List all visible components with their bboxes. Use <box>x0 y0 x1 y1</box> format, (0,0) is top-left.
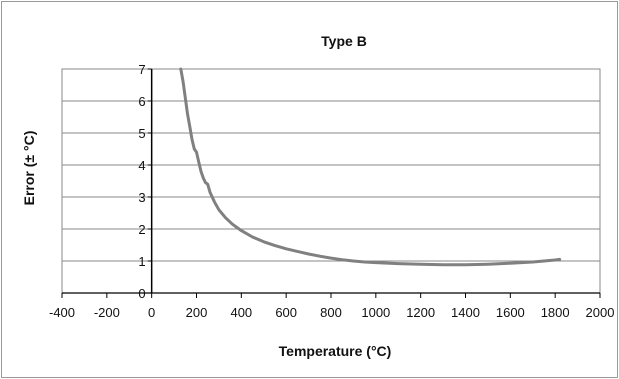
x-tick-label-11: 1800 <box>541 305 570 320</box>
x-tick-label-4: 400 <box>230 305 252 320</box>
y-tick-label-6: 6 <box>138 94 145 109</box>
x-tick-label-6: 800 <box>320 305 342 320</box>
x-tick-label-5: 600 <box>275 305 297 320</box>
y-tick-label-1: 1 <box>138 254 145 269</box>
y-tick-label-4: 4 <box>138 158 145 173</box>
x-tick-label-8: 1200 <box>406 305 435 320</box>
y-tick-label-5: 5 <box>138 126 145 141</box>
x-tick-label-3: 200 <box>186 305 208 320</box>
chart-title: Type B <box>321 33 367 49</box>
series-layer <box>179 67 562 267</box>
series-line-0 <box>179 67 562 267</box>
x-tick-label-10: 1600 <box>496 305 525 320</box>
x-axis: -400 -200 0 200 400 600 800 1000 1200 1400 1600 180… <box>49 292 615 320</box>
x-axis-label: Temperature (°C) <box>279 343 392 359</box>
x-tick-label-1: -200 <box>94 305 120 320</box>
y-tick-label-7: 7 <box>138 62 145 77</box>
x-tick-label-9: 1400 <box>451 305 480 320</box>
x-tick-label-2: 0 <box>148 305 155 320</box>
x-tick-label-0: -400 <box>49 305 75 320</box>
y-tick-label-0: 0 <box>138 286 145 301</box>
y-tick-label-3: 3 <box>138 190 145 205</box>
x-tick-label-12: 2000 <box>586 305 615 320</box>
y-axis: 0 1 2 3 4 5 6 7 <box>138 62 153 301</box>
y-tick-label-2: 2 <box>138 222 145 237</box>
x-tick-label-7: 1000 <box>361 305 390 320</box>
y-axis-label: Error (± °C) <box>21 131 37 206</box>
